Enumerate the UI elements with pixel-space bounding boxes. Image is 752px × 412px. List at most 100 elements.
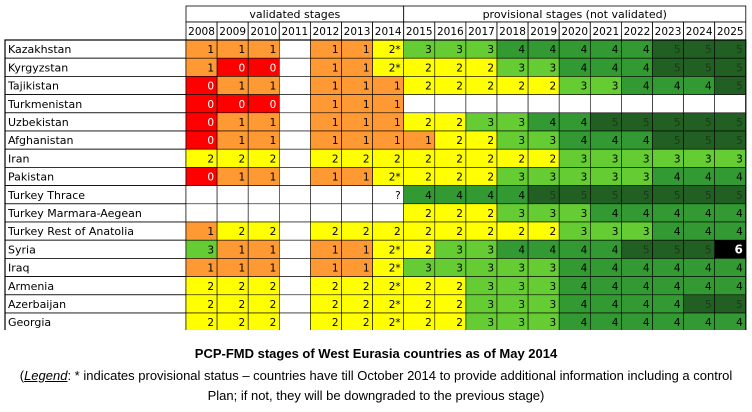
year-header-label: 2017 — [468, 26, 495, 38]
year-header-label: 2025 — [717, 26, 744, 38]
figure-legend: (Legend: * indicates provisional status … — [8, 366, 744, 406]
stage-value: 4 — [581, 263, 588, 275]
country-label: Uzbekistan — [8, 116, 69, 129]
stage-value: 4 — [736, 172, 743, 184]
stage-value: 5 — [705, 299, 712, 311]
stage-value: 1 — [332, 117, 339, 129]
stage-value: 5 — [674, 44, 681, 56]
stage-value: 4 — [612, 208, 619, 220]
stage-value: 4 — [705, 263, 712, 275]
stage-value: 1 — [394, 99, 401, 111]
year-header-label: 2008 — [188, 26, 215, 38]
stage-value: 1 — [239, 244, 246, 256]
stage-value: 2 — [456, 81, 463, 93]
stage-value: 4 — [643, 263, 650, 275]
legend-text: : * indicates provisional status – count… — [67, 368, 733, 403]
stage-value: 4 — [612, 263, 619, 275]
stage-value: 2 — [332, 153, 339, 165]
stage-value: 2 — [425, 281, 432, 293]
stage-value: 4 — [643, 208, 650, 220]
stage-value: 2 — [332, 317, 339, 329]
stage-value: 1 — [207, 226, 214, 238]
stage-value: 2 — [332, 226, 339, 238]
stage-value: 5 — [674, 135, 681, 147]
stage-value: 2 — [425, 62, 432, 74]
stage-value: 1 — [332, 99, 339, 111]
stage-value: 0 — [207, 172, 214, 184]
stage-value: 2 — [270, 299, 277, 311]
stage-value: 4 — [736, 208, 743, 220]
stage-value: 2 — [456, 208, 463, 220]
stage-value: 1 — [207, 263, 214, 275]
year-header-label: 2020 — [561, 26, 588, 38]
stage-value: 5 — [643, 244, 650, 256]
stage-value: 2 — [425, 317, 432, 329]
stage-value: 3 — [518, 208, 525, 220]
year-header-label: 2018 — [499, 26, 526, 38]
stage-value: 5 — [674, 62, 681, 74]
stage-cell — [278, 276, 311, 296]
country-name-cell — [4, 257, 187, 277]
stage-cell — [527, 94, 560, 114]
stage-value: 3 — [550, 281, 557, 293]
stage-value: 2 — [207, 281, 214, 293]
stage-value: 4 — [581, 117, 588, 129]
stage-value: 1 — [270, 44, 277, 56]
stage-cell — [278, 185, 311, 205]
stage-cell — [278, 167, 311, 186]
stage-value: 3 — [612, 153, 619, 165]
country-label: Kazakhstan — [8, 43, 71, 56]
stage-value: 5 — [736, 190, 743, 202]
stage-value: 1 — [363, 172, 370, 184]
stage-value: ? — [395, 190, 401, 202]
stage-value: 4 — [612, 62, 619, 74]
stage-value: 6 — [734, 242, 742, 256]
stage-value: 2 — [550, 81, 557, 93]
header-group-label: provisional stages (not validated) — [483, 8, 667, 21]
stage-value: 1 — [239, 135, 246, 147]
stage-value: 3 — [736, 153, 743, 165]
stage-cell — [434, 94, 467, 114]
stage-value: 3 — [612, 81, 619, 93]
country-label: Iraq — [8, 262, 30, 275]
stage-value: 1 — [332, 244, 339, 256]
stage-value: 3 — [550, 263, 557, 275]
stage-value: 1 — [332, 172, 339, 184]
stage-value: 4 — [518, 44, 525, 56]
stage-value: 2 — [425, 244, 432, 256]
country-label: Pakistan — [8, 171, 54, 184]
stage-value: 3 — [643, 226, 650, 238]
stage-value: 4 — [674, 317, 681, 329]
stage-value: 2 — [425, 117, 432, 129]
stage-cell — [278, 258, 311, 277]
stage-value: 2 — [550, 226, 557, 238]
stage-value: 5 — [705, 62, 712, 74]
stage-value: 2 — [363, 153, 370, 165]
year-header-label: 2011 — [281, 26, 308, 38]
stage-cell — [247, 203, 280, 223]
stage-value: 3 — [581, 153, 588, 165]
stage-value: 1 — [207, 44, 214, 56]
stage-value: 0 — [239, 62, 246, 74]
stage-value: 2* — [389, 44, 401, 56]
stage-value: 3 — [487, 263, 494, 275]
stage-cell — [372, 203, 405, 223]
stage-value: 3 — [425, 263, 432, 275]
stage-value: 3 — [581, 81, 588, 93]
stage-value: 2 — [425, 153, 432, 165]
stage-value: 5 — [736, 44, 743, 56]
stage-value: 1 — [363, 81, 370, 93]
country-label: Turkey Marmara-Aegean — [7, 207, 142, 220]
stage-value: 5 — [705, 44, 712, 56]
stage-value: 4 — [674, 81, 681, 93]
stage-value: 4 — [612, 244, 619, 256]
stage-value: 1 — [332, 263, 339, 275]
country-label: Georgia — [8, 316, 51, 329]
stage-value: 5 — [550, 190, 557, 202]
stage-value: 4 — [550, 44, 557, 56]
stage-value: 4 — [643, 81, 650, 93]
stage-cell — [558, 94, 591, 114]
stage-value: 1 — [239, 44, 246, 56]
country-name-cell — [4, 148, 187, 168]
year-header-label: 2019 — [530, 26, 557, 38]
